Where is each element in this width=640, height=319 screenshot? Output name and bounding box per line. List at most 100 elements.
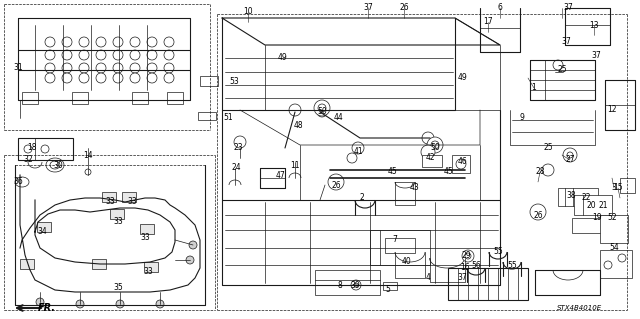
- Ellipse shape: [130, 50, 140, 60]
- Ellipse shape: [164, 37, 174, 47]
- Ellipse shape: [164, 73, 174, 83]
- Ellipse shape: [96, 73, 106, 83]
- Bar: [315, 270, 380, 295]
- Bar: [452, 155, 470, 173]
- Text: 49: 49: [457, 73, 467, 83]
- Bar: [102, 192, 116, 202]
- Ellipse shape: [314, 100, 330, 116]
- Bar: [198, 112, 216, 120]
- Text: 7: 7: [392, 235, 397, 244]
- Ellipse shape: [431, 141, 439, 149]
- Text: 45: 45: [443, 167, 453, 176]
- Ellipse shape: [604, 261, 612, 269]
- Ellipse shape: [156, 300, 164, 308]
- Ellipse shape: [79, 73, 89, 83]
- Text: 33: 33: [113, 218, 123, 226]
- Ellipse shape: [62, 73, 72, 83]
- Ellipse shape: [62, 37, 72, 47]
- Text: 6: 6: [497, 4, 502, 12]
- Text: 53: 53: [229, 78, 239, 86]
- Ellipse shape: [24, 145, 32, 153]
- Bar: [20, 259, 34, 269]
- Bar: [422, 155, 442, 167]
- Ellipse shape: [147, 63, 157, 73]
- Ellipse shape: [164, 50, 174, 60]
- Ellipse shape: [542, 164, 554, 176]
- Text: 18: 18: [28, 144, 36, 152]
- Bar: [140, 224, 154, 234]
- Bar: [22, 92, 38, 104]
- Bar: [132, 92, 148, 104]
- Text: 25: 25: [557, 65, 567, 75]
- Bar: [18, 138, 73, 160]
- Bar: [37, 222, 51, 232]
- Text: 23: 23: [233, 144, 243, 152]
- Bar: [448, 268, 528, 300]
- Text: 50: 50: [317, 108, 327, 116]
- Ellipse shape: [79, 50, 89, 60]
- Ellipse shape: [427, 137, 443, 153]
- Text: 37: 37: [457, 273, 467, 283]
- Text: 37: 37: [561, 38, 571, 47]
- Bar: [110, 209, 124, 219]
- Ellipse shape: [347, 153, 357, 163]
- Ellipse shape: [189, 241, 197, 249]
- Ellipse shape: [113, 50, 123, 60]
- Bar: [122, 192, 136, 202]
- Ellipse shape: [465, 253, 471, 259]
- Text: 1: 1: [532, 84, 536, 93]
- Ellipse shape: [318, 104, 326, 112]
- Bar: [620, 178, 635, 193]
- Ellipse shape: [563, 148, 577, 162]
- Text: 37: 37: [591, 50, 601, 60]
- Text: 8: 8: [338, 280, 342, 290]
- Text: 54: 54: [609, 243, 619, 253]
- Bar: [200, 76, 218, 86]
- Text: 26: 26: [533, 211, 543, 219]
- Text: 12: 12: [607, 106, 617, 115]
- Ellipse shape: [76, 300, 84, 308]
- Ellipse shape: [354, 283, 358, 287]
- Text: 55: 55: [507, 261, 517, 270]
- Text: 15: 15: [613, 183, 623, 192]
- Bar: [144, 262, 158, 272]
- Text: 46: 46: [457, 158, 467, 167]
- Ellipse shape: [422, 132, 434, 144]
- Text: 26: 26: [399, 4, 409, 12]
- Text: 27: 27: [565, 155, 575, 165]
- Bar: [370, 230, 430, 265]
- Text: 20: 20: [586, 201, 596, 210]
- Text: FR.: FR.: [38, 303, 56, 313]
- Ellipse shape: [456, 159, 466, 169]
- Text: 34: 34: [37, 227, 47, 236]
- Text: 36: 36: [13, 177, 23, 187]
- Text: 43: 43: [410, 183, 420, 192]
- Text: 47: 47: [275, 170, 285, 180]
- Text: 55: 55: [493, 248, 503, 256]
- Text: 49: 49: [277, 54, 287, 63]
- Ellipse shape: [96, 63, 106, 73]
- Ellipse shape: [164, 63, 174, 73]
- Ellipse shape: [45, 73, 55, 83]
- Text: 51: 51: [223, 114, 233, 122]
- Ellipse shape: [62, 63, 72, 73]
- Ellipse shape: [62, 50, 72, 60]
- Text: 3: 3: [612, 183, 616, 192]
- Ellipse shape: [113, 37, 123, 47]
- Text: 33: 33: [143, 268, 153, 277]
- Text: 22: 22: [581, 194, 591, 203]
- Text: 42: 42: [425, 153, 435, 162]
- Text: 24: 24: [231, 164, 241, 173]
- Ellipse shape: [116, 300, 124, 308]
- Text: 33: 33: [127, 197, 137, 206]
- Text: 4: 4: [426, 273, 431, 283]
- Text: 50: 50: [430, 144, 440, 152]
- Text: 25: 25: [543, 144, 553, 152]
- Ellipse shape: [85, 169, 91, 175]
- Text: 33: 33: [105, 197, 115, 206]
- Ellipse shape: [289, 104, 301, 116]
- Bar: [600, 250, 632, 278]
- Ellipse shape: [147, 50, 157, 60]
- Text: STX4B4010E: STX4B4010E: [557, 305, 603, 311]
- Text: 21: 21: [598, 201, 608, 210]
